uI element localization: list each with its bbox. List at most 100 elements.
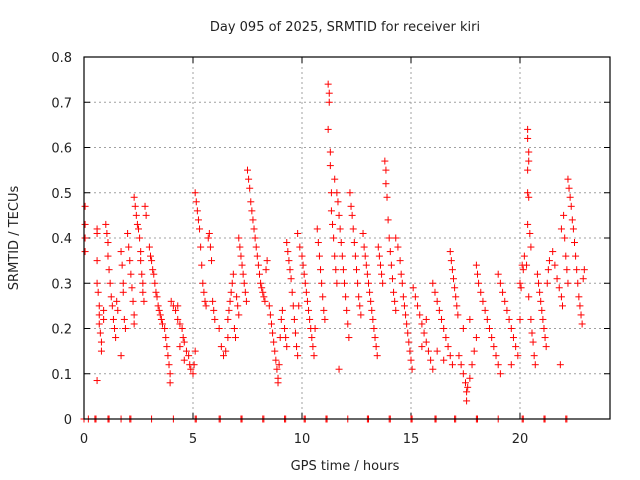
- data-point: [197, 243, 205, 251]
- data-point: [198, 261, 206, 269]
- data-point: [348, 211, 356, 219]
- y-tick-label: 0.6: [51, 142, 72, 157]
- data-point: [193, 207, 201, 215]
- data-point: [416, 311, 424, 319]
- data-point: [287, 275, 295, 283]
- data-point: [459, 325, 467, 332]
- data-point: [373, 352, 381, 360]
- data-point: [265, 302, 273, 310]
- data-point: [105, 266, 113, 274]
- data-point: [326, 148, 334, 156]
- data-point: [505, 315, 513, 323]
- data-point: [150, 270, 158, 278]
- y-tick-label: 0: [64, 413, 72, 428]
- data-point: [273, 365, 281, 373]
- data-point: [385, 234, 393, 242]
- data-point: [459, 370, 467, 378]
- data-point: [81, 248, 89, 256]
- y-tick-label: 0.8: [51, 51, 72, 66]
- data-point: [525, 193, 533, 201]
- data-point: [542, 343, 550, 351]
- data-point: [194, 216, 202, 224]
- x-tick-label: 5: [189, 432, 197, 447]
- data-point: [527, 315, 535, 323]
- data-point: [477, 288, 485, 296]
- data-point: [579, 275, 587, 283]
- data-point: [161, 325, 169, 332]
- data-point: [555, 284, 563, 292]
- data-point: [346, 189, 354, 197]
- data-point: [295, 302, 303, 310]
- data-point: [338, 252, 346, 260]
- data-point: [166, 379, 174, 387]
- data-point: [258, 284, 266, 292]
- data-point: [405, 338, 413, 346]
- data-point: [278, 306, 286, 314]
- data-point: [519, 266, 527, 274]
- data-point: [118, 261, 126, 269]
- data-point: [93, 279, 101, 287]
- data-point: [324, 125, 332, 133]
- data-point: [192, 198, 200, 206]
- data-point: [164, 352, 172, 360]
- data-point: [355, 293, 363, 301]
- data-point: [132, 211, 140, 219]
- data-point: [305, 306, 313, 314]
- data-point: [357, 311, 365, 319]
- data-point: [172, 306, 180, 314]
- data-point: [281, 325, 289, 332]
- data-point: [179, 334, 187, 342]
- data-point: [483, 315, 491, 323]
- data-point: [263, 257, 271, 265]
- data-point: [124, 229, 132, 237]
- data-point: [81, 220, 89, 228]
- data-point: [367, 297, 375, 305]
- data-point: [248, 207, 256, 215]
- data-point: [95, 311, 103, 319]
- data-point: [117, 352, 125, 360]
- data-point: [525, 157, 533, 165]
- data-point: [235, 311, 243, 319]
- data-point: [429, 279, 437, 287]
- data-point: [313, 225, 321, 233]
- data-point: [420, 329, 428, 337]
- data-point: [205, 229, 213, 237]
- data-point: [141, 202, 149, 210]
- data-point: [303, 297, 311, 305]
- data-point: [334, 198, 342, 206]
- data-point: [103, 229, 111, 237]
- data-point: [104, 239, 112, 247]
- data-point: [308, 334, 316, 342]
- data-point: [166, 370, 174, 378]
- data-point: [454, 311, 462, 319]
- data-point: [228, 279, 236, 287]
- data-point: [314, 239, 322, 247]
- data-point: [163, 343, 171, 351]
- data-point: [135, 225, 142, 233]
- data-point: [524, 220, 532, 228]
- data-point: [131, 202, 139, 210]
- data-point: [433, 347, 441, 355]
- data-point: [524, 189, 532, 197]
- data-point: [300, 270, 308, 278]
- data-point: [538, 306, 546, 314]
- data-point: [146, 252, 154, 260]
- data-point: [255, 270, 263, 278]
- data-point: [398, 279, 406, 287]
- data-point: [492, 352, 500, 360]
- data-point: [162, 334, 170, 342]
- data-point: [344, 320, 352, 328]
- data-point: [451, 284, 459, 292]
- data-point: [574, 279, 582, 287]
- data-point: [121, 325, 129, 332]
- data-point: [331, 175, 339, 183]
- data-point: [97, 338, 105, 346]
- data-point: [127, 270, 135, 278]
- data-point: [557, 293, 565, 301]
- data-point: [564, 279, 572, 287]
- y-tick-label: 0.4: [51, 232, 72, 247]
- data-point: [251, 234, 259, 242]
- data-point: [388, 275, 396, 283]
- data-point: [333, 189, 341, 197]
- data-point: [453, 302, 461, 310]
